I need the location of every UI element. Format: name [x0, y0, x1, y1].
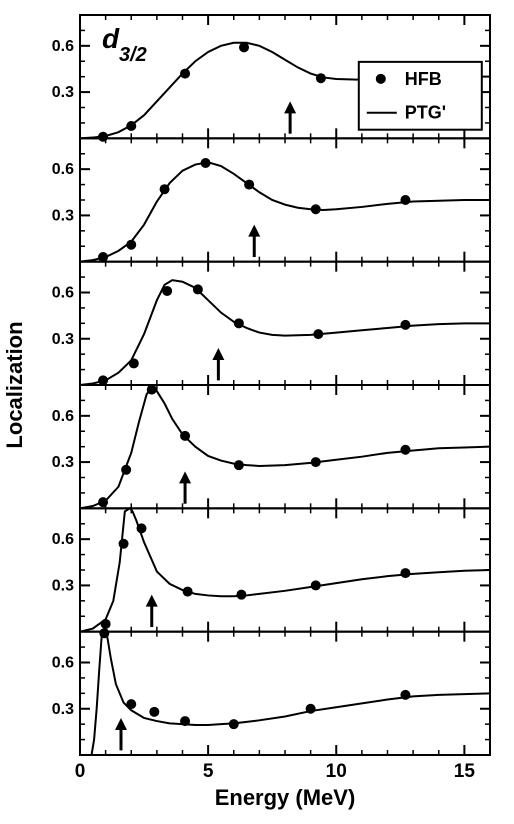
ptg-curve — [80, 280, 490, 385]
chart-svg: Localization Energy (MeV) 0 5 10 15 0.3 0.6 0.3 0… — [0, 0, 514, 824]
x-tick-label: 5 — [203, 761, 214, 782]
hfb-point — [180, 716, 190, 726]
hfb-point — [311, 204, 321, 214]
hfb-point — [98, 132, 108, 142]
hfb-point — [316, 73, 326, 83]
ptg-curve — [80, 162, 490, 261]
arrow-head-icon — [212, 348, 224, 360]
hfb-point — [147, 385, 157, 395]
y-tick-label: 0.3 — [52, 207, 74, 224]
hfb-point — [193, 284, 203, 294]
y-tick-label: 0.6 — [52, 285, 74, 302]
hfb-point — [129, 358, 139, 368]
hfb-point — [98, 497, 108, 507]
hfb-point — [183, 587, 193, 597]
hfb-point — [121, 465, 131, 475]
hfb-point — [126, 699, 136, 709]
arrow-head-icon — [284, 101, 296, 113]
hfb-point — [311, 580, 321, 590]
y-tick-label: 0.6 — [52, 38, 74, 55]
x-tick-label: 0 — [75, 761, 86, 782]
hfb-point — [400, 320, 410, 330]
x-tick-label: 10 — [326, 761, 347, 782]
hfb-point — [126, 121, 136, 131]
state-label-subscript: 3/2 — [119, 44, 147, 66]
hfb-point — [244, 180, 254, 190]
y-tick-label: 0.3 — [52, 84, 74, 101]
x-tick-label: 15 — [454, 761, 476, 782]
hfb-point — [201, 158, 211, 168]
hfb-point — [98, 252, 108, 262]
legend-label: HFB — [405, 69, 442, 89]
y-tick-label: 0.3 — [52, 454, 74, 471]
hfb-point — [234, 460, 244, 470]
hfb-point — [99, 628, 109, 638]
y-tick-label: 0.6 — [52, 161, 74, 178]
hfb-point — [229, 719, 239, 729]
hfb-point — [313, 329, 323, 339]
panel-frame — [80, 262, 490, 385]
legend-marker-icon — [376, 74, 386, 84]
y-tick-label: 0.3 — [52, 577, 74, 594]
panel-frame — [80, 138, 490, 261]
hfb-point — [311, 457, 321, 467]
hfb-point — [236, 590, 246, 600]
hfb-point — [162, 286, 172, 296]
y-tick-label: 0.3 — [52, 331, 74, 348]
hfb-point — [126, 240, 136, 250]
arrow-head-icon — [115, 718, 127, 730]
hfb-point — [180, 69, 190, 79]
ptg-curve — [80, 388, 490, 508]
hfb-point — [149, 707, 159, 717]
hfb-point — [180, 431, 190, 441]
hfb-point — [306, 704, 316, 714]
y-tick-label: 0.6 — [52, 408, 74, 425]
chart-figure: Localization Energy (MeV) 0 5 10 15 0.3 0.6 0.3 0… — [0, 0, 514, 824]
y-tick-label: 0.3 — [52, 701, 74, 718]
legend-label: PTG' — [405, 103, 446, 123]
hfb-point — [119, 539, 129, 549]
hfb-point — [160, 184, 170, 194]
arrow-head-icon — [248, 225, 260, 237]
state-label: d — [102, 23, 120, 54]
hfb-point — [400, 690, 410, 700]
hfb-point — [400, 445, 410, 455]
panel-frame — [80, 385, 490, 508]
panel-frame — [80, 632, 490, 755]
x-axis-label: Energy (MeV) — [215, 785, 356, 810]
arrow-head-icon — [179, 471, 191, 483]
y-axis-label: Localization — [2, 321, 27, 448]
hfb-point — [137, 523, 147, 533]
ptg-curve — [92, 632, 490, 755]
hfb-point — [400, 568, 410, 578]
hfb-point — [239, 42, 249, 52]
y-tick-label: 0.6 — [52, 531, 74, 548]
y-tick-label: 0.6 — [52, 655, 74, 672]
hfb-point — [400, 195, 410, 205]
hfb-point — [234, 318, 244, 328]
hfb-point — [98, 375, 108, 385]
arrow-head-icon — [146, 595, 158, 607]
